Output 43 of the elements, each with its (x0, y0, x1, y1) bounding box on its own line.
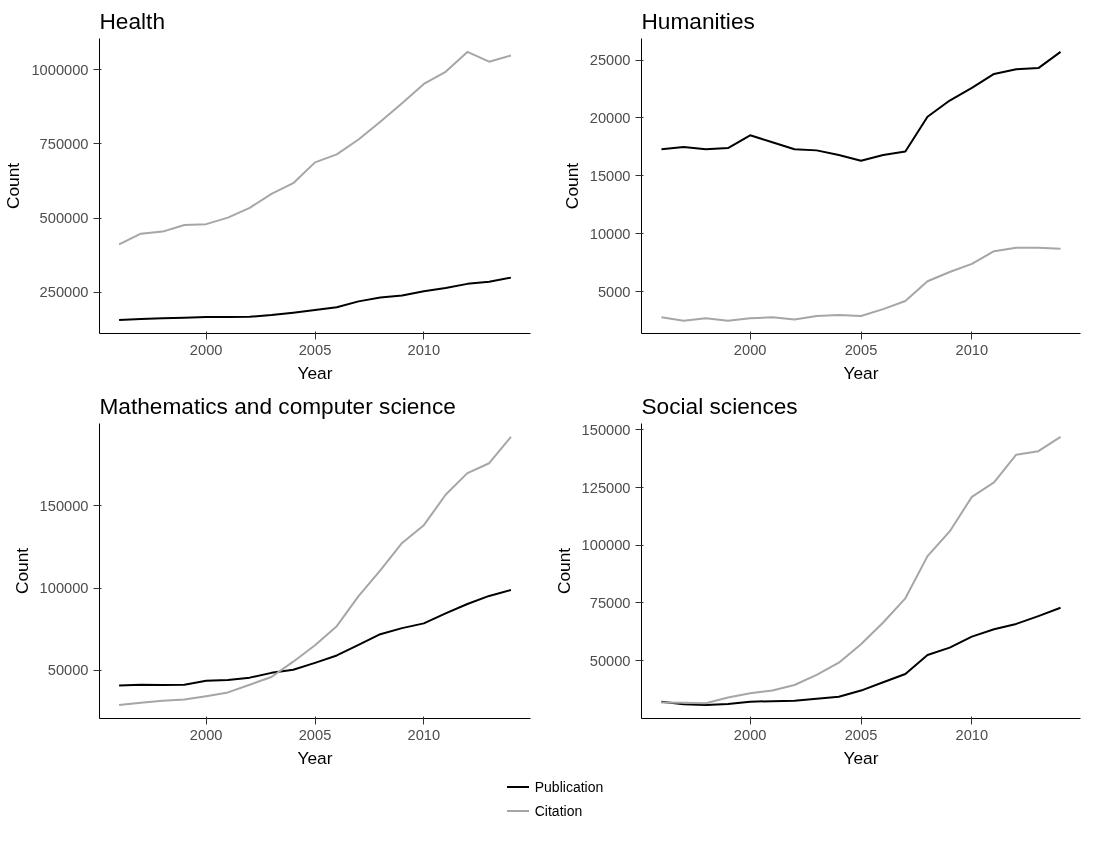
y-tick-label: 150000 (581, 421, 631, 438)
y-tick-label: 50000 (47, 662, 89, 679)
chart-title: Health (99, 7, 165, 34)
y-tick-label: 10000 (589, 225, 631, 242)
x-axis-title: Year (297, 747, 333, 768)
x-tick-label: 2010 (955, 726, 989, 743)
y-axis-title: Count (11, 547, 32, 595)
x-tick-label: 2000 (733, 341, 767, 358)
y-tick-label: 20000 (589, 109, 631, 126)
x-tick-label: 2000 (189, 341, 223, 358)
y-axis-title: Count (561, 162, 582, 210)
x-tick-label: 2005 (298, 341, 332, 358)
legend-label: Citation (534, 802, 583, 821)
x-tick-label: 2000 (189, 726, 223, 743)
y-tick-label: 100000 (39, 580, 89, 597)
x-tick-label: 2000 (733, 726, 767, 743)
y-tick-label: 1000000 (31, 61, 89, 78)
x-tick-label: 2005 (844, 726, 878, 743)
x-axis-title: Year (843, 747, 879, 768)
y-tick-label: 15000 (589, 167, 631, 184)
x-tick-label: 2005 (844, 341, 878, 358)
x-axis-title: Year (297, 362, 333, 383)
chart-title: Humanities (641, 7, 755, 34)
y-tick-label: 25000 (589, 52, 631, 69)
y-axis-title: Count (553, 547, 574, 595)
y-tick-label: 500000 (39, 210, 89, 227)
y-tick-label: 250000 (39, 284, 89, 301)
y-tick-label: 150000 (39, 497, 89, 514)
y-tick-label: 50000 (589, 652, 631, 669)
x-axis-title: Year (843, 362, 879, 383)
y-tick-label: 125000 (581, 479, 631, 496)
y-axis-title: Count (3, 162, 24, 210)
y-tick-label: 750000 (39, 135, 89, 152)
chart-title: Mathematics and computer science (99, 392, 456, 419)
x-tick-label: 2010 (955, 341, 989, 358)
legend-label: Publication (534, 778, 604, 797)
y-tick-label: 75000 (589, 594, 631, 611)
y-tick-label: 5000 (597, 283, 631, 300)
chart-title: Social sciences (641, 392, 798, 419)
x-tick-label: 2010 (407, 726, 441, 743)
y-tick-label: 100000 (581, 537, 631, 554)
x-tick-label: 2005 (298, 726, 332, 743)
x-tick-label: 2010 (407, 341, 441, 358)
